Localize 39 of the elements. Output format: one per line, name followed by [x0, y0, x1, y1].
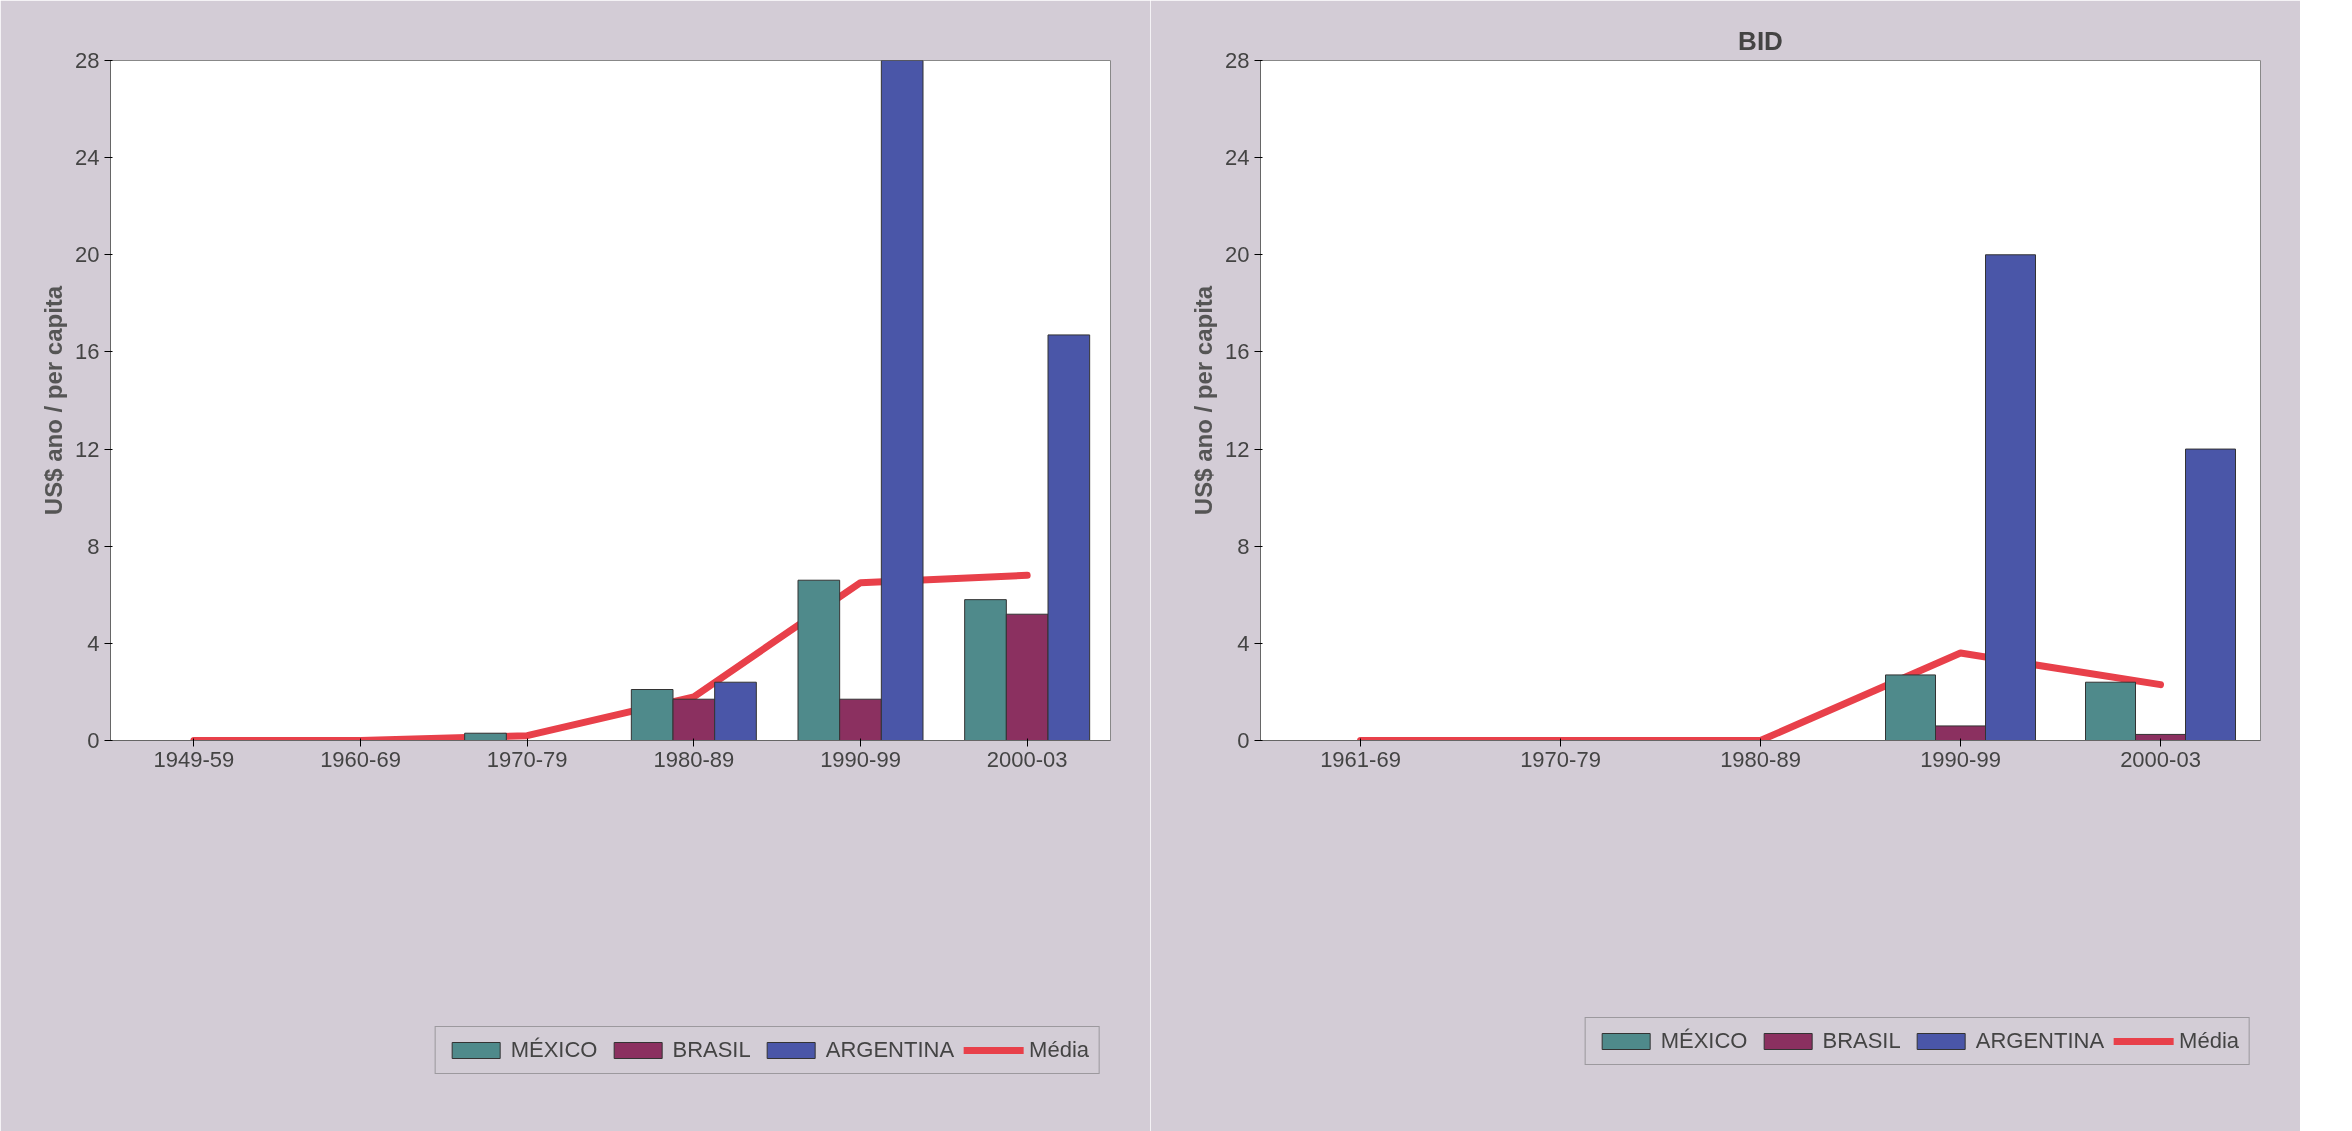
- x-tick-label: 1980-89: [1720, 746, 1801, 772]
- bar: [464, 732, 507, 741]
- y-tick-label: 28: [1225, 48, 1250, 73]
- x-tick-label: 1949-59: [153, 746, 235, 772]
- y-tick-label: 20: [75, 242, 100, 268]
- legend-label: Média: [1029, 1037, 1089, 1063]
- y-tick-label: 28: [75, 48, 100, 73]
- y-tick-label: 0: [1237, 728, 1250, 753]
- y-tick-label: 12: [75, 436, 100, 462]
- y-tick-label: 12: [1225, 436, 1250, 462]
- chart-title: BID: [1738, 25, 1783, 56]
- x-tick-label: 2000-03: [2120, 746, 2201, 772]
- x-tick-label: 1961-69: [1320, 746, 1401, 772]
- x-tick-label: 1970-79: [486, 746, 568, 772]
- y-tick-label: 8: [87, 533, 100, 559]
- x-tick-label: 1990-99: [1920, 746, 2001, 772]
- y-tick-label: 8: [1237, 533, 1250, 559]
- legend-label: Média: [2179, 1028, 2239, 1054]
- y-tick-label: 4: [87, 630, 100, 656]
- legend-label: BRASIL: [1822, 1028, 1901, 1054]
- y-axis-title: US$ ano / per capita: [40, 285, 68, 516]
- y-tick-label: 4: [1237, 630, 1250, 656]
- y-tick-label: 16: [1225, 339, 1250, 365]
- legend-label: ARGENTINA: [825, 1037, 955, 1063]
- y-tick-label: 16: [75, 339, 100, 365]
- y-axis-title: US$ ano / per capita: [1190, 285, 1218, 516]
- y-tick-label: 24: [1225, 145, 1250, 171]
- x-tick-label: 1960-69: [320, 746, 401, 772]
- x-tick-label: 1990-99: [820, 746, 901, 772]
- legend-label: MÉXICO: [510, 1037, 598, 1063]
- x-tick-label: 1970-79: [1520, 746, 1601, 772]
- y-tick-label: 20: [1225, 242, 1250, 268]
- legend-label: BRASIL: [672, 1037, 751, 1063]
- y-tick-label: 24: [75, 145, 100, 171]
- x-tick-label: 1980-89: [653, 746, 735, 772]
- legend-label: MÉXICO: [1660, 1028, 1748, 1054]
- y-tick-label: 0: [87, 728, 100, 753]
- x-tick-label: 2000-03: [986, 746, 1068, 772]
- legend-label: ARGENTINA: [1975, 1028, 2105, 1054]
